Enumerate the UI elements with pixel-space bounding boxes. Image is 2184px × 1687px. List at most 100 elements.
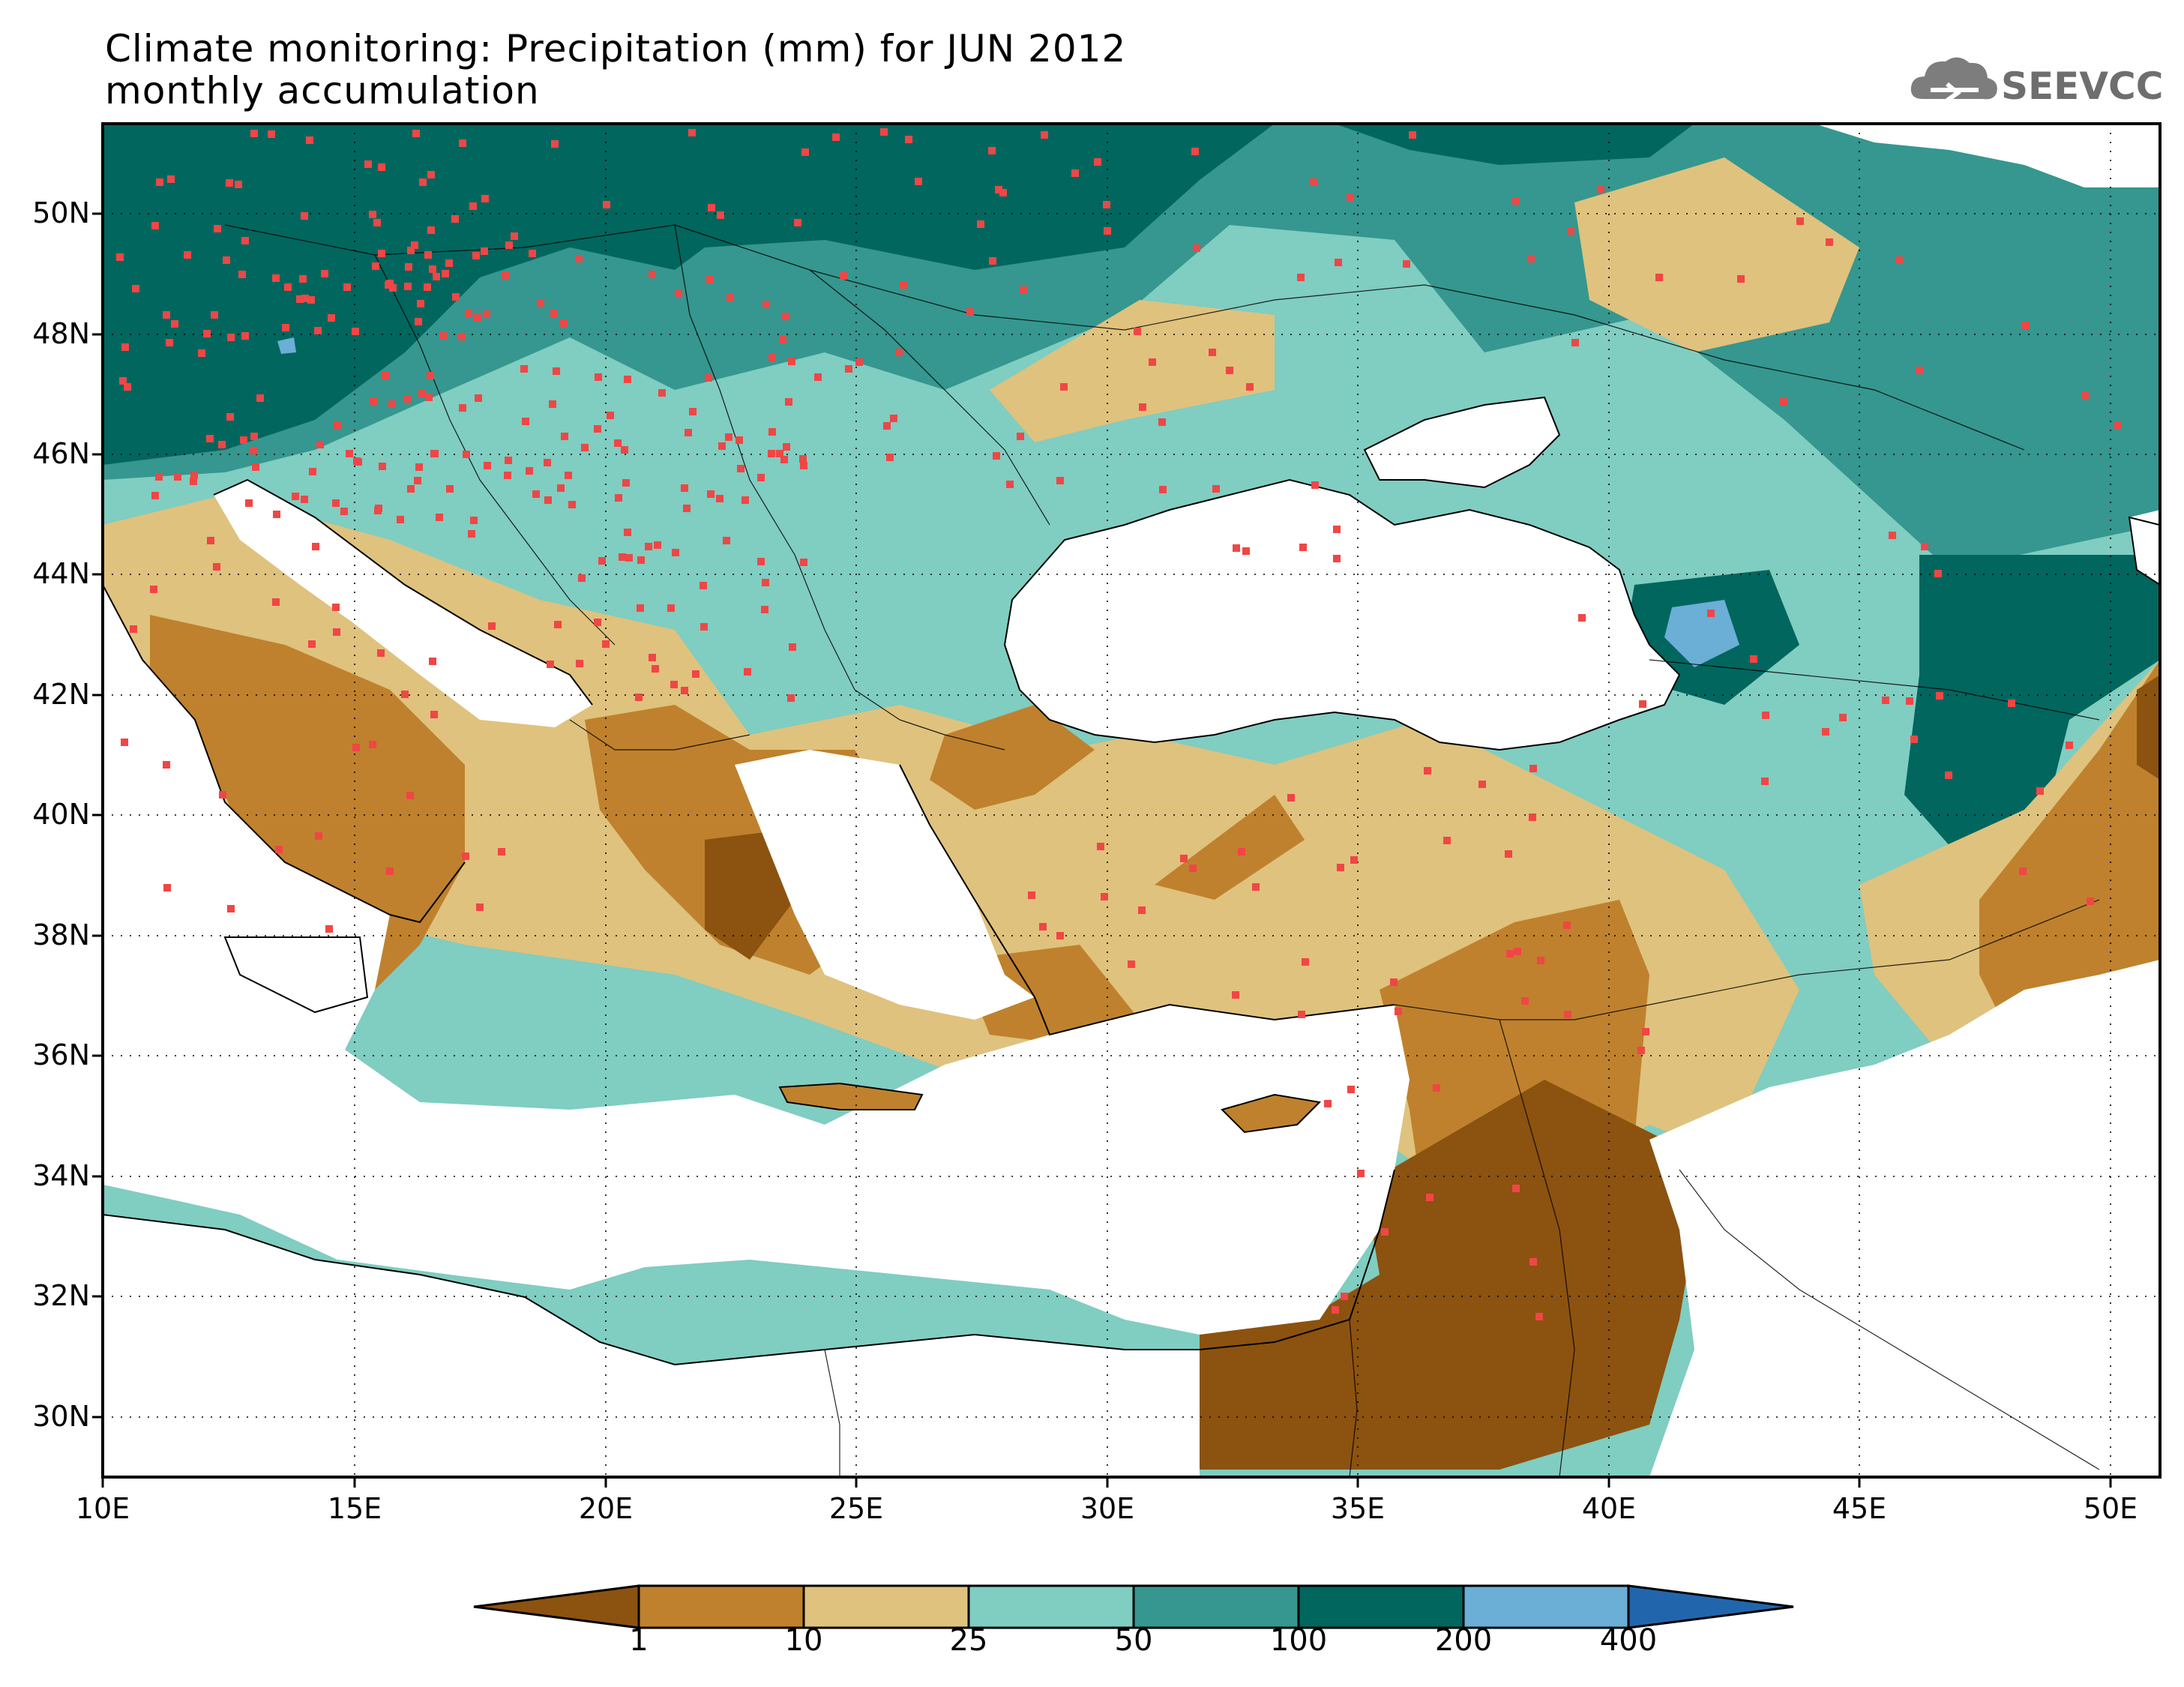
station-marker — [1350, 856, 1358, 864]
station-marker — [741, 496, 749, 504]
station-marker — [708, 204, 715, 211]
station-marker — [2022, 322, 2030, 329]
station-marker — [1232, 991, 1239, 999]
cloud-icon: SEEVCCC — [1910, 57, 2184, 108]
station-marker — [845, 365, 852, 373]
station-marker — [1071, 169, 1079, 177]
station-marker — [452, 293, 460, 301]
station-marker — [886, 454, 894, 461]
station-marker — [1637, 1047, 1645, 1054]
station-marker — [1563, 921, 1571, 929]
station-marker — [332, 499, 340, 507]
station-marker — [459, 404, 466, 412]
station-marker — [1138, 906, 1146, 914]
station-marker — [1426, 1194, 1434, 1201]
station-marker — [794, 219, 801, 226]
colorbar-segment-200-400 — [1462, 1584, 1630, 1629]
station-marker — [2008, 700, 2015, 707]
station-marker — [401, 691, 409, 698]
lat-tick-label: 46N — [32, 437, 90, 470]
station-marker — [419, 178, 427, 186]
station-marker — [352, 744, 360, 751]
station-marker — [472, 252, 480, 259]
station-marker — [1310, 178, 1317, 186]
station-marker — [522, 418, 529, 425]
station-marker — [498, 848, 505, 855]
station-marker — [1017, 433, 1024, 440]
station-marker — [1506, 950, 1514, 957]
station-marker — [346, 450, 353, 457]
station-marker — [1333, 555, 1341, 562]
station-marker — [1916, 367, 1923, 374]
station-marker — [268, 130, 275, 138]
station-marker — [155, 473, 163, 481]
station-marker — [382, 372, 389, 379]
station-marker — [723, 537, 730, 544]
station-marker — [355, 458, 362, 466]
station-marker — [1478, 781, 1486, 788]
station-marker — [915, 178, 922, 185]
station-marker — [1020, 286, 1027, 294]
station-marker — [252, 463, 259, 471]
station-marker — [1101, 893, 1108, 900]
station-marker — [1537, 957, 1544, 964]
station-marker — [549, 400, 556, 408]
station-marker — [683, 505, 691, 512]
station-marker — [565, 472, 572, 479]
station-marker — [1242, 547, 1250, 555]
colorbar-label: 10 — [784, 1623, 823, 1658]
lat-tick-label: 38N — [32, 918, 90, 951]
station-marker — [1737, 275, 1745, 283]
lat-tick-label: 36N — [32, 1038, 90, 1071]
station-marker — [151, 222, 159, 229]
station-marker — [325, 925, 333, 933]
station-marker — [1128, 960, 1135, 968]
station-marker — [203, 330, 211, 337]
station-marker — [526, 467, 533, 475]
station-marker — [1395, 1008, 1402, 1015]
station-marker — [1097, 843, 1104, 850]
station-marker — [1780, 398, 1787, 406]
station-marker — [762, 579, 769, 586]
station-marker — [578, 574, 586, 582]
station-marker — [735, 436, 743, 444]
station-marker — [241, 332, 249, 340]
station-marker — [385, 281, 392, 289]
station-marker — [372, 262, 379, 270]
station-marker — [544, 459, 551, 466]
axis-ticks — [92, 212, 2112, 1488]
lon-tick-label: 50E — [2083, 1492, 2138, 1525]
station-marker — [433, 273, 440, 280]
station-marker — [481, 195, 489, 202]
station-marker — [637, 556, 645, 564]
station-marker — [427, 372, 434, 379]
station-marker — [198, 349, 205, 357]
station-marker — [284, 283, 292, 291]
station-marker — [554, 621, 562, 628]
station-marker — [415, 318, 422, 325]
station-marker — [1882, 697, 1889, 704]
station-marker — [1433, 1084, 1440, 1092]
station-marker — [761, 606, 768, 613]
station-marker — [469, 202, 477, 210]
colorbar-segment-50-100 — [1132, 1584, 1300, 1629]
station-marker — [166, 339, 173, 346]
station-marker — [1529, 765, 1537, 772]
station-marker — [1403, 260, 1410, 268]
station-marker — [412, 130, 420, 137]
station-marker — [1191, 148, 1199, 155]
station-marker — [782, 313, 789, 320]
station-marker — [1149, 358, 1156, 366]
station-marker — [799, 455, 807, 463]
station-marker — [214, 225, 221, 232]
station-marker — [321, 270, 328, 277]
station-marker — [1381, 1228, 1389, 1236]
station-marker — [167, 175, 175, 183]
station-marker — [211, 311, 218, 319]
station-marker — [328, 314, 335, 322]
station-marker — [1826, 238, 1833, 246]
station-marker — [576, 660, 583, 667]
station-marker — [240, 436, 247, 444]
station-marker — [333, 628, 340, 636]
station-marker — [1529, 814, 1536, 821]
